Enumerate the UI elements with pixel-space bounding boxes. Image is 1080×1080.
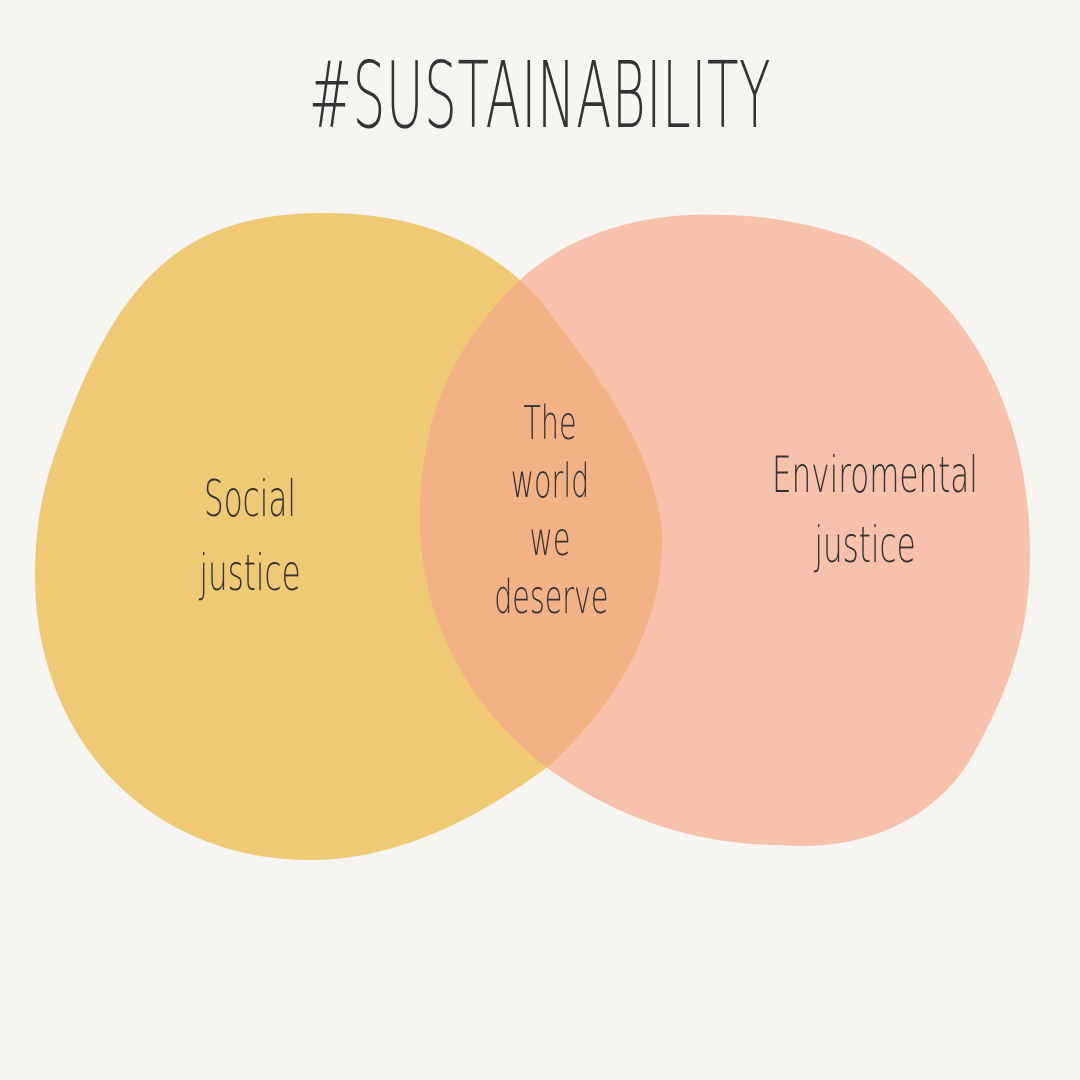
overlap-label-line3: we (529, 512, 571, 566)
overlap-label: The world we deserve (460, 394, 640, 626)
right-set-label-line2: justice (814, 516, 916, 574)
diagram-title: #SUSTAINABILITY (308, 42, 772, 149)
right-set-label-line1: Enviromental (772, 446, 978, 504)
overlap-label-line1: The (523, 396, 577, 450)
left-set-label-line1: Social (204, 470, 296, 528)
left-set-label: Social justice (150, 462, 350, 610)
left-set-label-line2: justice (199, 544, 301, 602)
right-set-label: Enviromental justice (715, 440, 1015, 580)
overlap-label-line4: deserve (494, 570, 609, 624)
overlap-shape (420, 214, 663, 847)
overlap-label-line2: world (510, 454, 590, 508)
